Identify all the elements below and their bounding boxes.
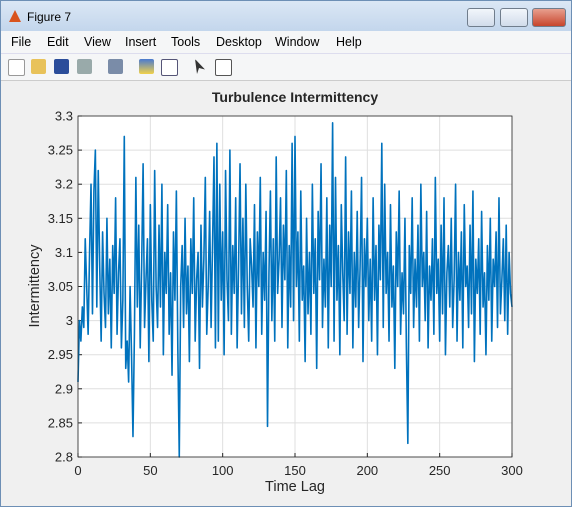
axes-box [77,115,513,458]
x-tick-label: 0 [74,463,81,478]
chart-title: Turbulence Intermittency [212,89,378,105]
property-icon[interactable] [215,59,232,76]
new-icon[interactable] [8,59,25,76]
x-axis-label: Time Lag [265,479,325,495]
y-tick-label: 3.2 [55,177,73,192]
minimize-button[interactable] [467,8,495,27]
y-tick-label: 3.15 [48,211,73,226]
menu-item[interactable]: View [84,35,111,49]
pointer-icon[interactable] [195,59,205,74]
legend-icon[interactable] [161,59,178,76]
app-icon [9,10,21,22]
x-tick-label: 50 [143,463,157,478]
data-line [77,122,513,458]
y-tick-label: 3.05 [48,279,73,294]
y-tick-label: 2.8 [55,450,73,465]
x-tick-label: 100 [212,463,234,478]
save-icon[interactable] [54,59,69,74]
y-axis-label: Intermittency [27,244,43,328]
menu-item[interactable]: Desktop [216,35,262,49]
menu-bar: File Edit View Insert Tools Desktop Window Help [1,31,571,54]
window-title: Figure 7 [27,10,72,24]
menu-item[interactable]: Tools [171,35,201,49]
menu-item[interactable]: Insert [125,35,157,49]
y-tick-label: 2.95 [48,347,73,362]
y-tick-label: 3 [66,313,73,328]
y-tick-label: 3.3 [55,109,73,124]
close-button[interactable] [532,8,566,27]
open-icon[interactable] [31,59,46,74]
link-icon[interactable] [108,59,123,74]
y-tick-label: 2.9 [55,381,73,396]
menu-item[interactable]: Help [336,35,362,49]
menu-item[interactable]: File [11,35,32,49]
x-tick-label: 250 [429,463,451,478]
x-tick-label: 300 [501,463,523,478]
x-tick-label: 200 [356,463,378,478]
menu-item[interactable]: Edit [47,35,69,49]
toolbar [1,54,571,81]
y-tick-label: 3.1 [55,245,73,260]
x-tick-label: 150 [284,463,306,478]
y-tick-label: 3.25 [48,143,73,158]
chart: Turbulence Intermittency Time Lag Interm… [27,89,523,495]
maximize-button[interactable] [500,8,528,27]
colorbar-icon[interactable] [139,59,154,74]
title-bar: Figure 7 [1,1,571,31]
print-icon[interactable] [77,59,92,74]
y-tick-label: 2.85 [48,415,73,430]
menu-item[interactable]: Window [275,35,320,49]
